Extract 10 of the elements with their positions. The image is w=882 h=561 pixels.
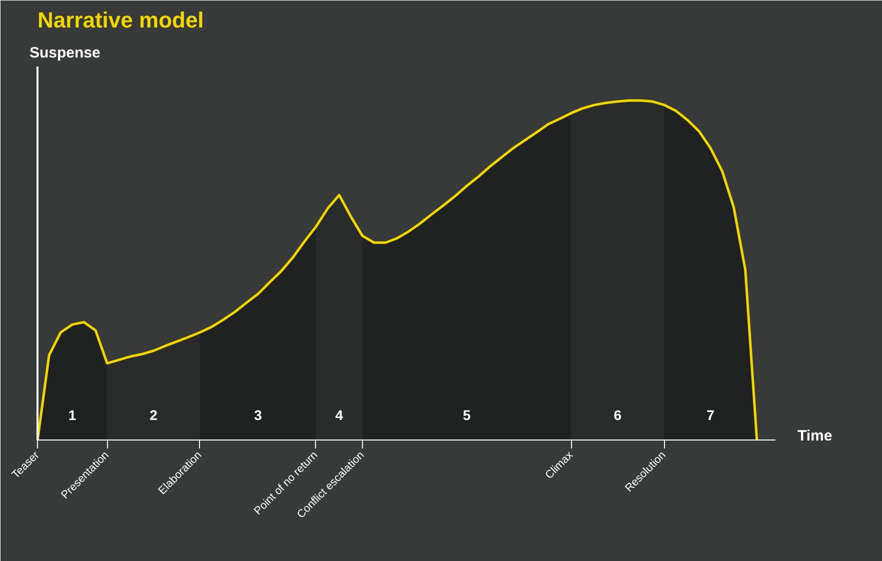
series-label: 2 bbox=[150, 407, 158, 424]
chart-title: Narrative model bbox=[38, 8, 204, 32]
y-axis-title: Suspense bbox=[30, 44, 100, 62]
series-label: 7 bbox=[706, 407, 715, 424]
series-label: 4 bbox=[335, 407, 344, 424]
series-label: 1 bbox=[68, 407, 76, 424]
series-label: 5 bbox=[462, 407, 471, 424]
series-label: 3 bbox=[254, 407, 262, 424]
series-label: 6 bbox=[614, 407, 622, 424]
x-axis-title: Time bbox=[797, 428, 832, 444]
